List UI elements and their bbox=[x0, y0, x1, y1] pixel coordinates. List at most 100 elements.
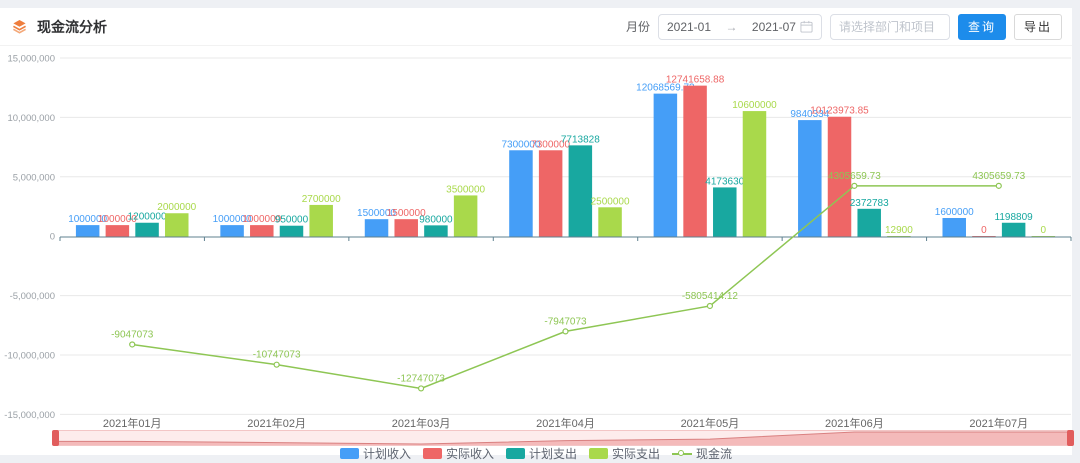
bar-实际支出 bbox=[598, 207, 622, 237]
bar-value-label: 1198809 bbox=[995, 212, 1034, 223]
bar-value-label: 2000000 bbox=[157, 202, 196, 213]
bar-value-label: 9840334 bbox=[790, 109, 829, 120]
line-value-label: -10747073 bbox=[253, 350, 301, 361]
bar-value-label: 950000 bbox=[275, 215, 309, 226]
bar-value-label: 3500000 bbox=[446, 184, 485, 195]
bar-value-label: 2700000 bbox=[302, 194, 341, 205]
legend-item-计划支出[interactable]: 计划支出 bbox=[505, 445, 577, 462]
project-select-input[interactable] bbox=[829, 13, 950, 40]
date-range-picker[interactable]: 2021-01 → 2021-07 bbox=[657, 13, 822, 40]
legend-label: 计划支出 bbox=[528, 447, 577, 461]
datazoom-area bbox=[56, 432, 1070, 445]
bar-计划支出 bbox=[857, 208, 881, 237]
bar-value-label: 1600000 bbox=[935, 207, 974, 218]
datazoom-shadow bbox=[56, 431, 1070, 445]
bar-value-label: 2500000 bbox=[591, 196, 630, 207]
bar-实际支出 bbox=[742, 111, 767, 237]
bar-计划支出 bbox=[279, 225, 304, 237]
line-value-label: -9047073 bbox=[111, 329, 154, 340]
bar-计划支出 bbox=[424, 225, 448, 237]
bar-value-label: 12900 bbox=[885, 225, 913, 236]
bar-value-label: 0 bbox=[981, 225, 987, 236]
line-point bbox=[417, 385, 425, 392]
x-axis-label: 2021年03月 bbox=[392, 416, 451, 430]
bar-实际收入 bbox=[538, 150, 563, 237]
legend-item-计划收入[interactable]: 计划收入 bbox=[339, 445, 411, 462]
bar-计划收入 bbox=[509, 150, 533, 237]
line-value-label: -7947073 bbox=[544, 316, 587, 327]
line-value-label: -12747073 bbox=[397, 373, 445, 384]
bar-value-label: 1000000 bbox=[242, 214, 281, 225]
title-group: 现金流分析 bbox=[12, 17, 107, 37]
legend-label: 现金流 bbox=[696, 447, 733, 461]
query-button[interactable]: 查询 bbox=[957, 13, 1006, 40]
bar-计划收入 bbox=[364, 219, 389, 237]
page-title: 现金流分析 bbox=[37, 18, 107, 35]
bar-value-label: 7300000 bbox=[501, 139, 540, 150]
bar-value-label: 7300000 bbox=[531, 139, 570, 150]
chart-canvas: 15,000,000 10,000,000 5,000,000 0 -5,000,000… bbox=[4, 54, 1072, 430]
line-point bbox=[995, 182, 1002, 189]
legend-label: 计划收入 bbox=[362, 447, 411, 461]
x-axis-label: 2021年07月 bbox=[969, 416, 1028, 430]
bar-实际收入 bbox=[827, 116, 852, 237]
legend-item-实际支出[interactable]: 实际支出 bbox=[589, 445, 660, 462]
x-axis-label: 2021年04月 bbox=[536, 416, 595, 430]
bar-计划收入 bbox=[220, 225, 244, 237]
date-end-value[interactable]: 2021-07 bbox=[751, 19, 796, 34]
bar-value-label: 980000 bbox=[419, 214, 453, 225]
x-axis-label: 2021年06月 bbox=[825, 416, 884, 430]
bar-value-label: 10123973.85 bbox=[810, 106, 869, 117]
bar-value-label: 1000000 bbox=[98, 214, 137, 225]
bar-value-label: 7713828 bbox=[561, 134, 600, 145]
chart-legend: 计划收入 实际收入 计划支出 实际支出 现金流 bbox=[0, 445, 1072, 462]
bar-value-label: 12741658.88 bbox=[666, 75, 725, 86]
bar-value-label: 1000000 bbox=[213, 214, 252, 225]
bar-计划收入 bbox=[798, 120, 822, 237]
bar-实际支出 bbox=[165, 213, 189, 237]
bar-计划支出 bbox=[135, 222, 159, 237]
header-bar: 现金流分析 月份 2021-01 → 2021-07 查询 导出 bbox=[0, 8, 1072, 46]
bar-计划收入 bbox=[942, 217, 966, 237]
legend-item-现金流[interactable]: 现金流 bbox=[672, 445, 732, 462]
legend-label: 实际收入 bbox=[445, 447, 494, 461]
bar-实际收入 bbox=[105, 225, 130, 237]
legend-swatch-icon bbox=[589, 448, 608, 459]
x-axis-label: 2021年01月 bbox=[103, 416, 162, 430]
filter-controls: 月份 2021-01 → 2021-07 查询 导出 bbox=[626, 13, 1062, 40]
y-axis-label: 5,000,000 bbox=[13, 172, 55, 183]
line-point bbox=[851, 182, 858, 189]
legend-swatch-icon bbox=[339, 448, 359, 459]
bar-计划支出 bbox=[713, 187, 737, 237]
app-logo-icon bbox=[12, 19, 27, 34]
datazoom-left-handle[interactable] bbox=[52, 430, 59, 446]
date-range-arrow-icon: → bbox=[725, 19, 738, 34]
bar-value-label: 1500000 bbox=[387, 208, 426, 219]
bar-实际支出 bbox=[453, 195, 478, 237]
cashflow-chart: 15,000,000 10,000,000 5,000,000 0 -5,000,000… bbox=[0, 46, 1074, 461]
bar-value-label: 1500000 bbox=[357, 208, 396, 219]
bar-计划收入 bbox=[75, 225, 100, 237]
legend-item-实际收入[interactable]: 实际收入 bbox=[422, 445, 494, 462]
datazoom-slider[interactable] bbox=[52, 430, 1074, 446]
legend-swatch-icon bbox=[422, 448, 442, 459]
date-start-value[interactable]: 2021-01 bbox=[666, 19, 712, 34]
bar-value-label: 2372783 bbox=[850, 198, 889, 209]
bar-value-label: 1200000 bbox=[128, 212, 167, 223]
bar-计划收入 bbox=[653, 93, 678, 237]
export-button[interactable]: 导出 bbox=[1013, 13, 1062, 40]
line-point bbox=[273, 361, 280, 368]
line-point bbox=[706, 302, 714, 310]
line-point bbox=[129, 341, 136, 348]
bar-计划支出 bbox=[1001, 222, 1026, 237]
x-axis-label: 2021年02月 bbox=[247, 416, 306, 430]
datazoom-right-handle[interactable] bbox=[1067, 430, 1074, 446]
y-axis-label: 0 bbox=[50, 232, 55, 243]
bar-value-label: 12068569.73 bbox=[636, 83, 695, 94]
bar-value-label: 1000000 bbox=[68, 214, 107, 225]
bar-实际收入 bbox=[683, 85, 707, 237]
x-axis-label: 2021年05月 bbox=[681, 416, 740, 430]
legend-swatch-icon bbox=[505, 448, 525, 459]
bar-实际收入 bbox=[394, 219, 418, 237]
main-panel: 现金流分析 月份 2021-01 → 2021-07 查询 导出 bbox=[0, 8, 1074, 461]
